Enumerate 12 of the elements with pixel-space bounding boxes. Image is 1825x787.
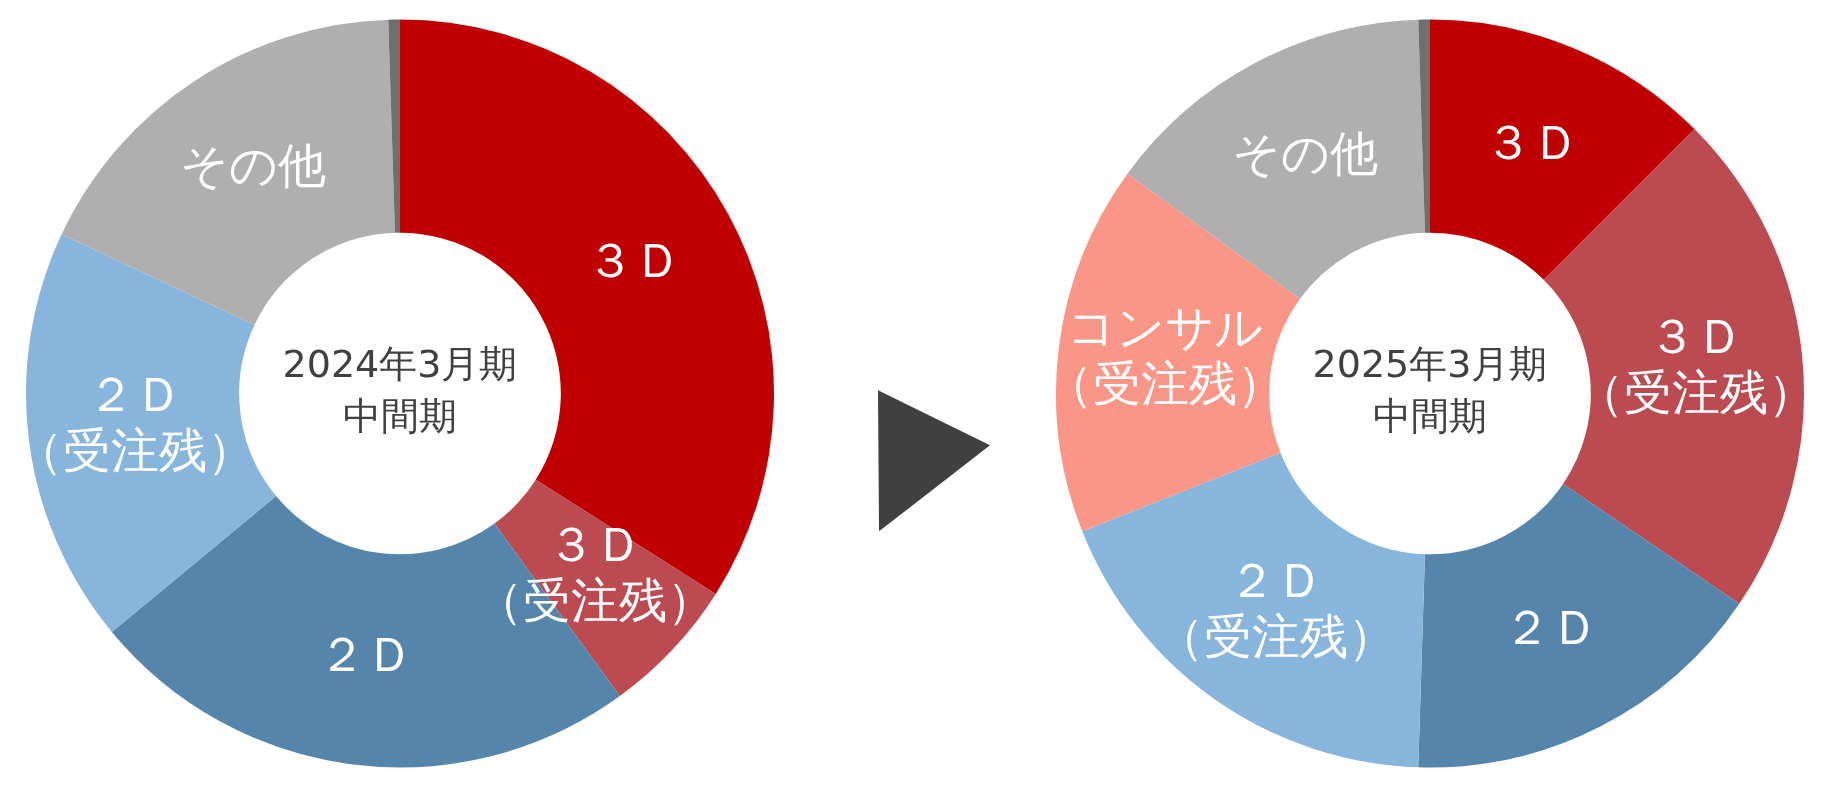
slice-label: ３Ｄ（受注残） [1576,307,1816,420]
slice-label: その他 [180,137,327,194]
slice-label: ３Ｄ [1484,113,1581,170]
slice-label: コンサル（受注残） [1044,299,1285,412]
slice-label: ２Ｄ（受注残） [14,366,255,479]
slice-label: その他 [1231,124,1378,181]
slice-label: ２Ｄ [1503,599,1600,656]
text: 2025年3月期中間期 [1312,342,1548,439]
slice-label: ２Ｄ [318,626,415,683]
text: 2024年3月期中間期 [282,342,518,439]
slice-label: ２Ｄ（受注残） [1156,551,1397,664]
slice-label: ３Ｄ [586,232,683,289]
